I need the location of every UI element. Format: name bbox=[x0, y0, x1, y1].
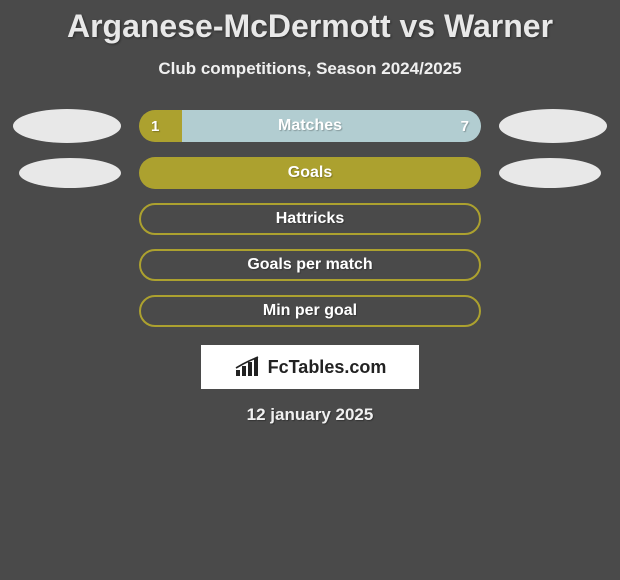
player-marker-right bbox=[499, 109, 607, 143]
stat-bar: 17Matches bbox=[139, 110, 481, 142]
stat-rows: 17Matches Goals Hattricks Goals per match Mi… bbox=[0, 109, 620, 327]
stat-row: Goals bbox=[0, 157, 620, 189]
report-date: 12 january 2025 bbox=[0, 405, 620, 425]
stat-label: Matches bbox=[139, 110, 481, 142]
stat-label: Hattricks bbox=[141, 205, 479, 233]
stat-row: 17Matches bbox=[0, 109, 620, 143]
page-title: Arganese-McDermott vs Warner bbox=[0, 8, 620, 45]
stat-label: Goals bbox=[139, 157, 481, 189]
stat-label: Goals per match bbox=[141, 251, 479, 279]
logo-text: FcTables.com bbox=[268, 357, 387, 378]
stat-bar: Min per goal bbox=[139, 295, 481, 327]
chart-icon bbox=[234, 356, 262, 378]
stat-row: Hattricks bbox=[0, 203, 620, 235]
subtitle: Club competitions, Season 2024/2025 bbox=[0, 59, 620, 79]
player-marker-left bbox=[13, 109, 121, 143]
logo-box: FcTables.com bbox=[201, 345, 419, 389]
stat-bar: Goals per match bbox=[139, 249, 481, 281]
player-marker-left bbox=[19, 158, 121, 188]
infographic-container: Arganese-McDermott vs Warner Club compet… bbox=[0, 0, 620, 425]
stat-row: Min per goal bbox=[0, 295, 620, 327]
stat-bar: Hattricks bbox=[139, 203, 481, 235]
stat-bar: Goals bbox=[139, 157, 481, 189]
player-marker-right bbox=[499, 158, 601, 188]
stat-row: Goals per match bbox=[0, 249, 620, 281]
stat-label: Min per goal bbox=[141, 297, 479, 325]
